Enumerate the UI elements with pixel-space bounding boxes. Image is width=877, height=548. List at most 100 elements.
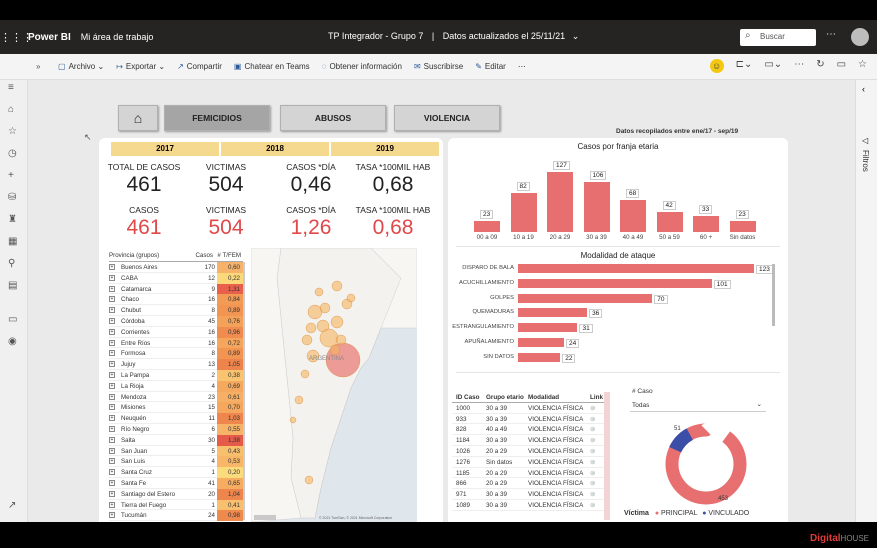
expand-icon[interactable]: + bbox=[109, 361, 115, 368]
mode-scrollbar[interactable] bbox=[772, 264, 775, 326]
mode-bar[interactable] bbox=[518, 264, 754, 273]
province-row[interactable]: + La Pampa 2 0,38 bbox=[109, 369, 243, 381]
star-icon[interactable]: ☆ bbox=[8, 126, 17, 137]
link-icon[interactable]: ⊚ bbox=[590, 491, 596, 499]
edit-button[interactable]: ✎ Editar bbox=[475, 62, 506, 71]
expand-icon[interactable]: + bbox=[109, 415, 115, 422]
expand-icon[interactable]: + bbox=[109, 447, 115, 454]
plus-icon[interactable]: + bbox=[8, 170, 14, 181]
mode-bar[interactable] bbox=[518, 308, 588, 318]
expand-icon[interactable]: + bbox=[109, 501, 115, 508]
mode-bar[interactable] bbox=[518, 338, 565, 347]
user-icon[interactable]: ◉ bbox=[8, 336, 17, 347]
province-row[interactable]: + Misiones 15 0,70 bbox=[109, 402, 243, 414]
col-tfem[interactable]: # T/FEM bbox=[217, 252, 241, 259]
link-icon[interactable]: ⊚ bbox=[590, 447, 596, 455]
expand-icon[interactable]: + bbox=[109, 479, 115, 486]
table-row[interactable]: 828 40 a 49 VIOLENCIA FÍSICA ⊚ bbox=[452, 424, 610, 436]
comment-icon[interactable]: ▭ bbox=[836, 59, 847, 70]
deploy-icon[interactable]: ⚲ bbox=[8, 258, 16, 269]
col-grupo-etario[interactable]: Grupo etario bbox=[486, 394, 524, 401]
province-row[interactable]: + Santa Cruz 1 0,20 bbox=[109, 467, 243, 478]
mode-bar[interactable] bbox=[518, 278, 712, 288]
age-bar[interactable] bbox=[620, 199, 646, 232]
expand-icon[interactable]: + bbox=[109, 490, 115, 497]
map-bubble[interactable] bbox=[314, 287, 324, 297]
map-bubble[interactable] bbox=[289, 416, 297, 424]
app-launcher-icon[interactable]: ⋮⋮⋮ bbox=[0, 31, 33, 44]
link-icon[interactable]: ⊚ bbox=[590, 480, 596, 488]
expand-icon[interactable]: » bbox=[36, 62, 41, 71]
map-bubble[interactable] bbox=[319, 302, 331, 314]
favorite-icon[interactable]: ☆ bbox=[858, 59, 867, 70]
toolbar-more-icon[interactable]: ⋯ bbox=[517, 62, 526, 71]
link-icon[interactable]: ⊚ bbox=[590, 404, 596, 412]
table-row[interactable]: 1000 30 a 39 VIOLENCIA FÍSICA ⊚ bbox=[452, 403, 610, 414]
province-row[interactable]: + Formosa 8 0,89 bbox=[109, 348, 243, 360]
province-row[interactable]: + Río Negro 6 0,55 bbox=[109, 423, 243, 435]
age-bar[interactable] bbox=[547, 172, 573, 232]
brand-name[interactable]: Power BI bbox=[28, 31, 71, 43]
link-icon[interactable]: ⊚ bbox=[590, 469, 596, 477]
expand-icon[interactable]: + bbox=[109, 512, 115, 519]
map-bubble[interactable] bbox=[306, 349, 320, 363]
subscribe-button[interactable]: ✉ Suscribirse bbox=[414, 62, 463, 71]
province-row[interactable]: + Corrientes 16 0,96 bbox=[109, 326, 243, 338]
map-bubble[interactable] bbox=[331, 280, 343, 292]
insights-button[interactable]: ◌ Obtener información bbox=[322, 62, 402, 71]
age-bar[interactable] bbox=[583, 182, 610, 232]
table-row[interactable]: 1185 20 a 29 VIOLENCIA FÍSICA ⊚ bbox=[452, 468, 610, 479]
legend-vinculado[interactable]: VINCULADO bbox=[708, 510, 750, 517]
cases-scrollbar[interactable] bbox=[604, 392, 610, 520]
col-id-caso[interactable]: ID Caso bbox=[456, 394, 480, 401]
province-row[interactable]: + Santa Fe 41 0,65 bbox=[109, 477, 243, 489]
province-row[interactable]: + Santiago del Estero 20 1,04 bbox=[109, 488, 243, 500]
year-2018[interactable]: 2018 bbox=[221, 142, 329, 156]
age-chart[interactable]: 23 00 a 09 82 10 a 19 127 20 a 29 106 30 a 39 68… bbox=[448, 152, 788, 252]
map-bubble[interactable] bbox=[335, 334, 347, 346]
province-row[interactable]: + Entre Ríos 16 0,72 bbox=[109, 337, 243, 349]
province-row[interactable]: + Jujuy 13 1,05 bbox=[109, 359, 243, 370]
home-nav-button[interactable]: ⌂ bbox=[118, 105, 158, 131]
avatar[interactable] bbox=[851, 28, 869, 46]
map-bubble[interactable] bbox=[294, 395, 304, 405]
age-bar[interactable] bbox=[729, 221, 756, 232]
femicidios-button[interactable]: FEMICIDIOS bbox=[164, 105, 270, 131]
violencia-button[interactable]: VIOLENCIA bbox=[394, 105, 500, 131]
col-modalidad[interactable]: Modalidad bbox=[528, 394, 560, 401]
expand-icon[interactable]: + bbox=[109, 350, 115, 357]
table-row[interactable]: 933 30 a 39 VIOLENCIA FÍSICA ⊚ bbox=[452, 414, 610, 425]
search-box[interactable]: ⌕ Buscar bbox=[740, 29, 816, 46]
donut-slice-principal[interactable] bbox=[665, 423, 747, 505]
province-row[interactable]: + Neuquén 11 1,03 bbox=[109, 413, 243, 424]
table-row[interactable]: 1026 20 a 29 VIOLENCIA FÍSICA ⊚ bbox=[452, 446, 610, 457]
map-bubble[interactable] bbox=[329, 344, 341, 356]
expand-icon[interactable]: + bbox=[109, 307, 115, 314]
province-row[interactable]: + San Juan 5 0,43 bbox=[109, 445, 243, 457]
legend-principal[interactable]: PRINCIPAL bbox=[661, 510, 698, 517]
collapse-icon[interactable]: ‹ bbox=[862, 84, 865, 94]
province-row[interactable]: + Chaco 16 0,84 bbox=[109, 294, 243, 306]
year-2019[interactable]: 2019 bbox=[331, 142, 439, 156]
map-bubble[interactable] bbox=[330, 315, 344, 329]
mode-bar[interactable] bbox=[518, 352, 561, 362]
victim-donut-chart[interactable]: 51 453 bbox=[646, 416, 766, 508]
table-row[interactable]: 1089 30 a 39 VIOLENCIA FÍSICA ⊚ bbox=[452, 500, 610, 511]
link-icon[interactable]: ⊚ bbox=[590, 458, 596, 466]
trophy-icon[interactable]: ♜ bbox=[8, 214, 17, 225]
province-row[interactable]: + Tierra del Fuego 1 0,41 bbox=[109, 499, 243, 511]
mode-bar[interactable] bbox=[518, 293, 653, 303]
province-row[interactable]: + Tucumán 24 0,98 bbox=[109, 510, 243, 522]
province-row[interactable]: + Catamarca 9 1,31 bbox=[109, 283, 243, 295]
expand-icon[interactable]: + bbox=[109, 382, 115, 389]
filters-pane[interactable]: ‹ ◁ Filtros bbox=[855, 80, 877, 522]
map-bubble[interactable] bbox=[300, 369, 310, 379]
province-row[interactable]: + Buenos Aires 170 0,60 bbox=[109, 262, 243, 273]
link-icon[interactable]: ⊚ bbox=[590, 437, 596, 445]
expand-icon[interactable]: + bbox=[109, 296, 115, 303]
archivo-menu[interactable]: ▢ Archivo ⌄ bbox=[58, 62, 105, 71]
database-icon[interactable]: ⛁ bbox=[8, 192, 17, 203]
home-icon[interactable]: ⌂ bbox=[8, 104, 15, 115]
apps-icon[interactable]: ▦ bbox=[8, 236, 18, 247]
province-scrollbar[interactable] bbox=[243, 262, 245, 520]
